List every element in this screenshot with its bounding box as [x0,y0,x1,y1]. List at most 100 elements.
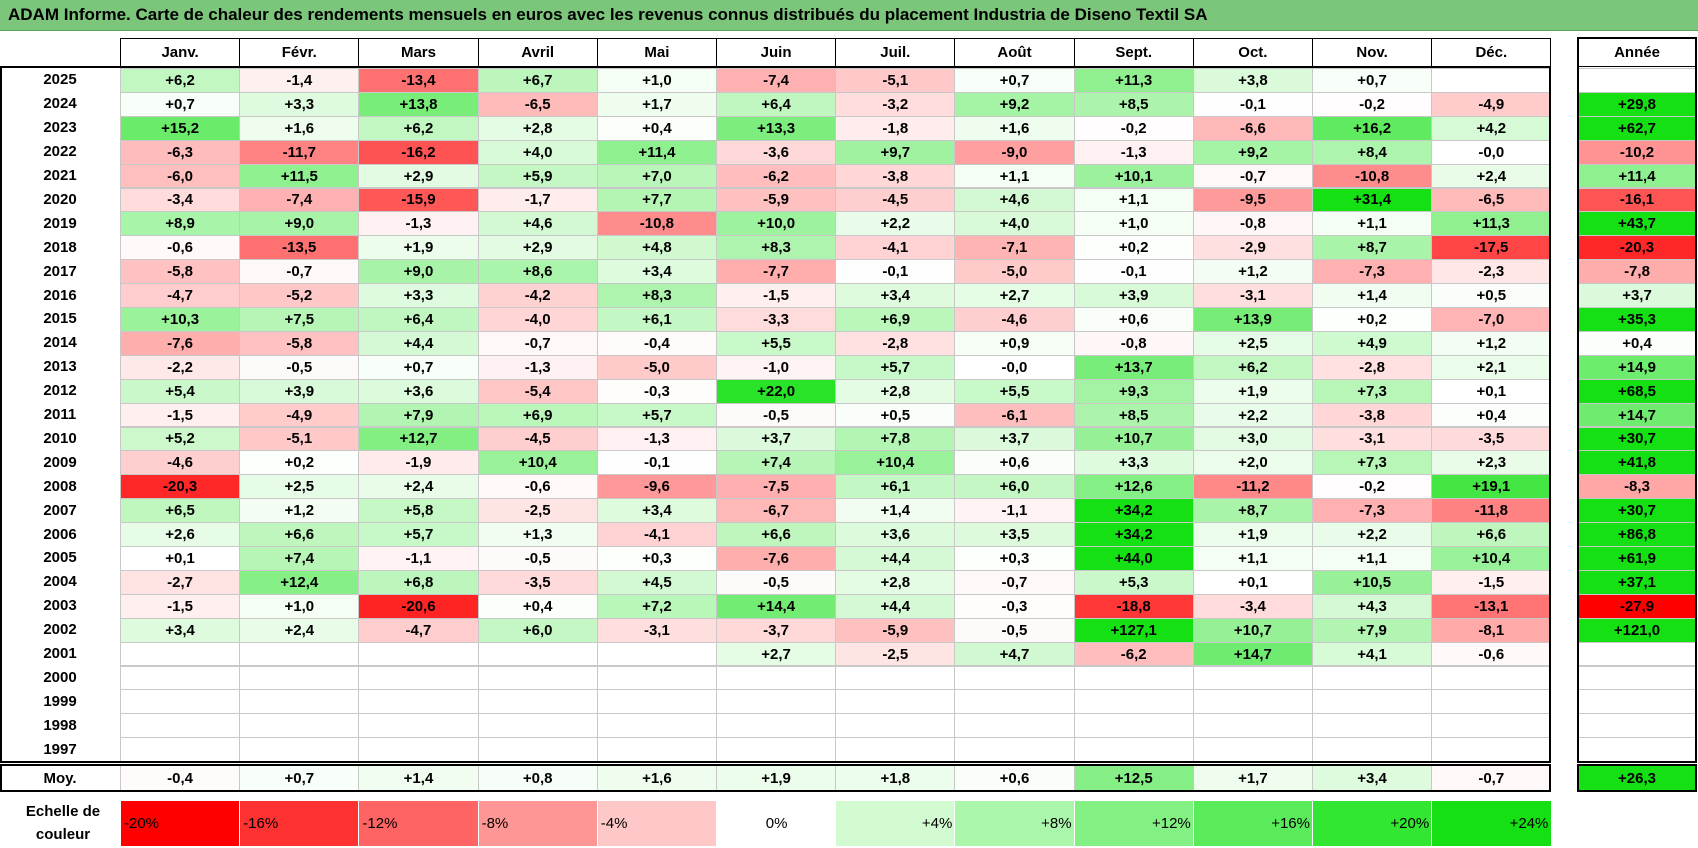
heatmap-cell: -7,3 [1312,259,1433,285]
heatmap-cell: +1,2 [239,498,360,524]
heatmap-cell: +2,5 [1192,330,1313,356]
annual-cell: +30,7 [1578,498,1696,524]
heatmap-cell: +8,6 [477,259,598,285]
heatmap-cell: -7,0 [1431,307,1552,332]
heatmap-cell: -4,0 [477,307,598,332]
average-cell: -0,4 [120,765,241,791]
column-header: Sept. [1073,38,1194,67]
year-label: 2000 [43,668,77,686]
year-label: 2023 [43,119,77,137]
heatmap-cell: +0,7 [1312,68,1433,93]
heatmap-cell: +13,3 [716,115,837,141]
heatmap-cell: -0,1 [835,259,956,285]
heatmap-cell: +8,5 [1073,91,1194,117]
year-label: 2018 [43,238,77,256]
heatmap-cell: +13,8 [358,91,479,117]
heatmap-cell: +2,1 [1431,354,1552,380]
annual-cell: -8,3 [1578,474,1696,500]
heatmap-cell [239,737,360,763]
heatmap-cell: +1,1 [1312,211,1433,237]
heatmap-cell: +1,0 [1073,211,1194,237]
heatmap-cell: -2,5 [835,641,956,667]
heatmap-cell [596,641,717,667]
heatmap-cell: -0,1 [1192,91,1313,117]
heatmap-cell: +4,6 [477,211,598,237]
annual-cell [1578,737,1696,763]
heatmap-cell: +9,0 [239,211,360,237]
year-label: 2017 [43,262,77,280]
year-label: 2025 [43,71,77,89]
heatmap-cell: +3,3 [358,283,479,308]
heatmap-cell: -0,2 [1073,115,1194,141]
average-cell: +3,4 [1312,765,1433,791]
heatmap-cell: +1,1 [954,163,1075,189]
heatmap-cell [596,713,717,739]
heatmap-cell: +5,2 [120,426,241,452]
annual-cell [1578,665,1696,691]
heatmap-cell: +0,9 [954,330,1075,356]
heatmap-cell: +8,3 [716,235,837,261]
heatmap-cell [239,713,360,739]
heatmap-cell: +3,0 [1192,426,1313,452]
color-scale-step: -12% [358,801,479,846]
heatmap-cell: -18,8 [1073,593,1194,619]
annual-cell: +43,7 [1578,211,1696,237]
heatmap-cell: +2,7 [954,283,1075,308]
heatmap-cell: -0,3 [954,593,1075,619]
heatmap-cell [358,689,479,715]
heatmap-cell: -4,6 [954,307,1075,332]
heatmap-cell: +1,9 [1192,378,1313,404]
heatmap-cell: -1,3 [477,354,598,380]
heatmap-cell: -3,4 [1192,593,1313,619]
heatmap-cell: +6,6 [1431,522,1552,547]
year-label: 2004 [43,573,77,591]
heatmap-cell: -8,1 [1431,617,1552,643]
heatmap-cell: -3,1 [1192,283,1313,308]
heatmap-cell: +4,4 [835,593,956,619]
heatmap-cell: +11,3 [1431,211,1552,237]
year-label: 2022 [43,143,77,161]
heatmap-cell: +11,3 [1073,68,1194,93]
heatmap-cell: +7,8 [835,426,956,452]
heatmap-cell: -11,8 [1431,498,1552,524]
heatmap-cell: +34,2 [1073,498,1194,524]
annual-cell [1578,713,1696,739]
annual-cell: +14,9 [1578,354,1696,380]
heatmap-cell: -2,5 [477,498,598,524]
heatmap-cell: -0,1 [1073,259,1194,285]
heatmap-cell [1312,689,1433,715]
color-scale-step: +8% [954,801,1075,846]
heatmap-cell: +7,7 [596,187,717,213]
heatmap-cell: +3,4 [835,283,956,308]
heatmap-cell: -7,1 [954,235,1075,261]
heatmap-cell: -1,1 [954,498,1075,524]
heatmap-cell: +0,2 [1312,307,1433,332]
heatmap-cell: -20,3 [120,474,241,500]
annual-cell: -20,3 [1578,235,1696,261]
average-cell: +0,8 [477,765,598,791]
heatmap-cell: +1,0 [239,593,360,619]
heatmap-cell: +11,5 [239,163,360,189]
annual-cell: +14,7 [1578,402,1696,428]
heatmap-cell: +0,2 [239,450,360,476]
heatmap-cell: +1,6 [954,115,1075,141]
heatmap-cell: +3,3 [239,91,360,117]
heatmap-cell: +1,1 [1073,187,1194,213]
heatmap-cell: +10,4 [1431,546,1552,571]
heatmap-cell: +3,4 [596,498,717,524]
average-cell: +1,7 [1192,765,1313,791]
heatmap-cell: +4,7 [954,641,1075,667]
heatmap-cell: +3,6 [835,522,956,547]
heatmap-cell: -5,0 [596,354,717,380]
heatmap-cell: -6,2 [716,163,837,189]
heatmap-cell: +8,7 [1192,498,1313,524]
heatmap-cell: +3,9 [239,378,360,404]
heatmap-cell: +10,1 [1073,163,1194,189]
heatmap-cell: +10,5 [1312,569,1433,595]
year-label: 2021 [43,167,77,185]
heatmap-cell: +0,7 [954,68,1075,93]
heatmap-cell: -5,2 [239,283,360,308]
color-scale-step: -8% [477,801,598,846]
average-cell: +0,6 [954,765,1075,791]
color-scale-step: +16% [1192,801,1313,846]
